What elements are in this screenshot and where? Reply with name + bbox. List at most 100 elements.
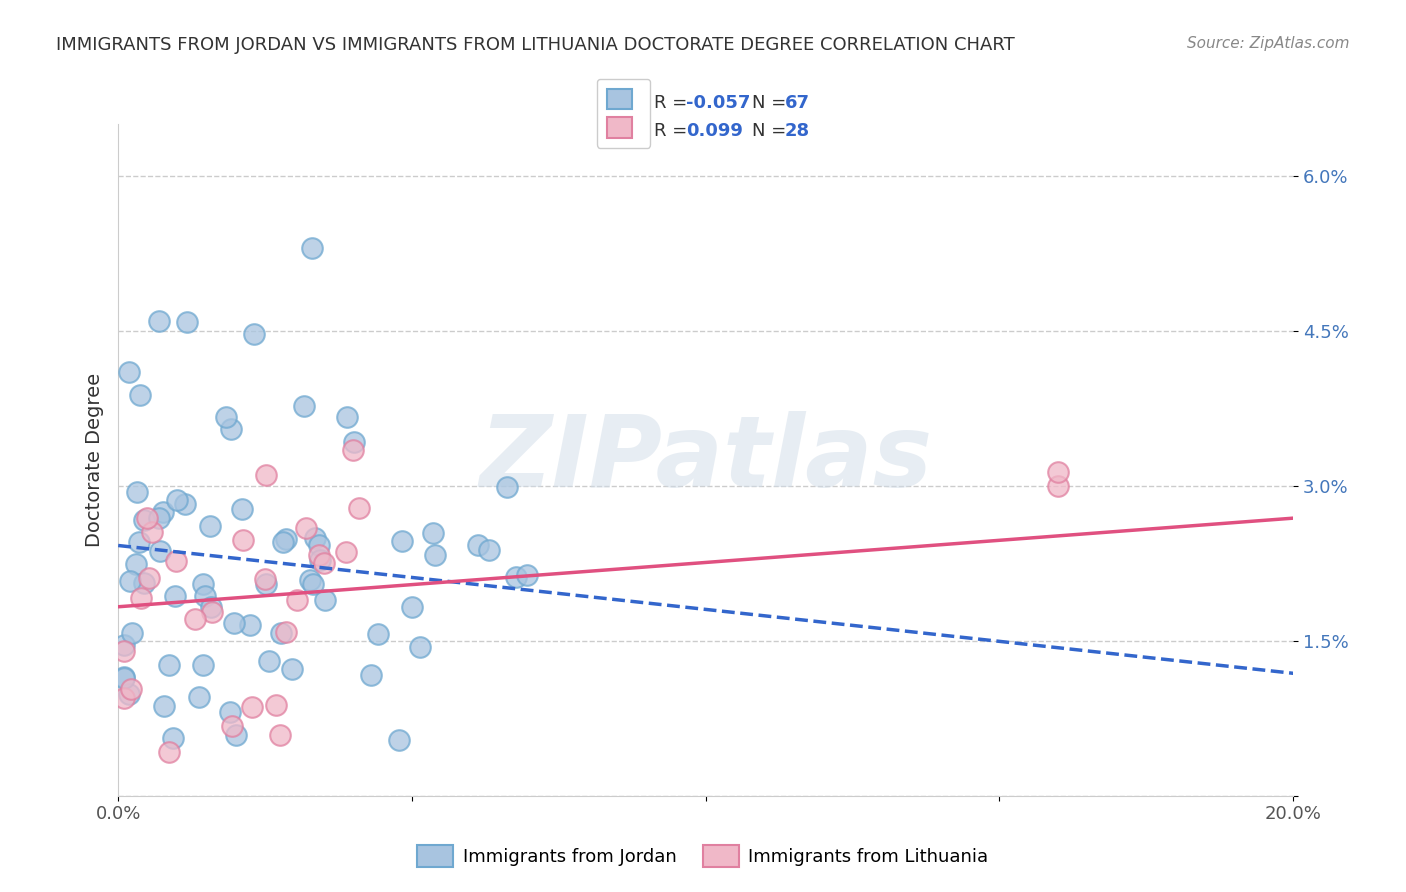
Immigrants from Jordan [222, 615, 245, 630]
Text: IMMIGRANTS FROM JORDAN VS IMMIGRANTS FROM LITHUANIA DOCTORATE DEGREE CORRELATION: IMMIGRANTS FROM JORDAN VS IMMIGRANTS FRO… [56, 36, 1015, 54]
Immigrants from Jordan [134, 513, 156, 527]
Immigrants from Jordan [336, 409, 359, 424]
Immigrants from Jordan [191, 657, 214, 672]
Immigrants from Lithuania [335, 545, 357, 559]
Immigrants from Lithuania [232, 533, 254, 547]
Text: 28: 28 [785, 122, 810, 140]
Immigrants from Lithuania [254, 572, 277, 586]
Immigrants from Jordan [280, 662, 302, 676]
Immigrants from Jordan [239, 617, 262, 632]
Immigrants from Lithuania [1047, 479, 1070, 493]
Immigrants from Jordan [309, 553, 332, 567]
Immigrants from Lithuania [269, 728, 291, 742]
Text: N =: N = [752, 94, 792, 112]
Immigrants from Jordan [134, 575, 156, 590]
Immigrants from Lithuania [264, 698, 287, 713]
Immigrants from Jordan [188, 690, 211, 705]
Y-axis label: Doctorate Degree: Doctorate Degree [86, 373, 104, 547]
Text: N =: N = [752, 122, 792, 140]
Immigrants from Lithuania [112, 690, 135, 705]
Immigrants from Jordan [257, 655, 280, 669]
Immigrants from Jordan [219, 421, 242, 435]
Immigrants from Jordan [299, 573, 322, 587]
Text: 0.099: 0.099 [686, 122, 742, 140]
Immigrants from Jordan [166, 493, 188, 508]
Immigrants from Jordan [342, 434, 364, 449]
Immigrants from Jordan [152, 505, 174, 519]
Immigrants from Jordan [174, 497, 197, 511]
Immigrants from Lithuania [274, 624, 297, 639]
Immigrants from Jordan [243, 326, 266, 341]
Immigrants from Lithuania [165, 553, 187, 567]
Immigrants from Lithuania [138, 571, 160, 585]
Immigrants from Jordan [302, 577, 325, 591]
Immigrants from Lithuania [349, 500, 371, 515]
Immigrants from Jordan [231, 501, 253, 516]
Immigrants from Jordan [391, 533, 413, 548]
Legend: , : , [596, 78, 650, 148]
Text: 67: 67 [785, 94, 810, 112]
Immigrants from Jordan [176, 315, 198, 329]
Immigrants from Lithuania [184, 611, 207, 625]
Immigrants from Jordan [191, 576, 214, 591]
Immigrants from Jordan [495, 480, 517, 494]
Immigrants from Lithuania [141, 525, 163, 540]
Immigrants from Jordan [148, 510, 170, 524]
Immigrants from Jordan [515, 567, 537, 582]
Immigrants from Jordan [118, 365, 141, 379]
Immigrants from Lithuania [136, 510, 159, 524]
Text: Source: ZipAtlas.com: Source: ZipAtlas.com [1187, 36, 1350, 51]
Immigrants from Jordan [301, 241, 323, 255]
Text: R =: R = [654, 122, 693, 140]
Immigrants from Jordan [129, 388, 152, 402]
Immigrants from Jordan [276, 533, 298, 547]
Immigrants from Lithuania [1047, 465, 1070, 479]
Immigrants from Jordan [388, 732, 411, 747]
Immigrants from Jordan [271, 534, 294, 549]
Immigrants from Jordan [118, 574, 141, 589]
Immigrants from Jordan [128, 534, 150, 549]
Immigrants from Jordan [254, 577, 277, 591]
Immigrants from Jordan [121, 626, 143, 640]
Immigrants from Jordan [118, 688, 141, 702]
Immigrants from Jordan [112, 638, 135, 652]
Immigrants from Jordan [198, 519, 221, 533]
Immigrants from Jordan [215, 409, 238, 424]
Legend: Immigrants from Jordan, Immigrants from Lithuania: Immigrants from Jordan, Immigrants from … [411, 838, 995, 874]
Immigrants from Jordan [162, 731, 184, 746]
Immigrants from Jordan [194, 589, 217, 603]
Immigrants from Jordan [315, 593, 337, 607]
Immigrants from Jordan [127, 485, 149, 500]
Immigrants from Jordan [505, 570, 527, 584]
Immigrants from Lithuania [308, 548, 330, 562]
Immigrants from Jordan [423, 549, 446, 563]
Immigrants from Jordan [125, 557, 148, 571]
Text: ZIPatlas: ZIPatlas [479, 411, 932, 508]
Immigrants from Jordan [112, 671, 135, 685]
Immigrants from Lithuania [342, 443, 364, 458]
Immigrants from Lithuania [294, 521, 316, 535]
Text: -0.057: -0.057 [686, 94, 751, 112]
Immigrants from Jordan [360, 668, 382, 682]
Immigrants from Jordan [401, 599, 423, 614]
Immigrants from Jordan [367, 627, 389, 641]
Immigrants from Lithuania [120, 681, 142, 696]
Immigrants from Lithuania [221, 719, 243, 733]
Text: R =: R = [654, 94, 693, 112]
Immigrants from Jordan [308, 538, 330, 552]
Immigrants from Jordan [112, 670, 135, 684]
Immigrants from Jordan [270, 626, 292, 640]
Immigrants from Jordan [165, 589, 187, 603]
Immigrants from Jordan [157, 657, 180, 672]
Immigrants from Jordan [422, 526, 444, 541]
Immigrants from Jordan [292, 400, 315, 414]
Immigrants from Jordan [218, 705, 240, 719]
Immigrants from Lithuania [201, 605, 224, 619]
Immigrants from Jordan [225, 728, 247, 742]
Immigrants from Jordan [149, 543, 172, 558]
Immigrants from Lithuania [157, 745, 180, 759]
Immigrants from Jordan [304, 532, 326, 546]
Immigrants from Jordan [467, 538, 489, 552]
Immigrants from Lithuania [240, 699, 263, 714]
Immigrants from Lithuania [254, 468, 277, 483]
